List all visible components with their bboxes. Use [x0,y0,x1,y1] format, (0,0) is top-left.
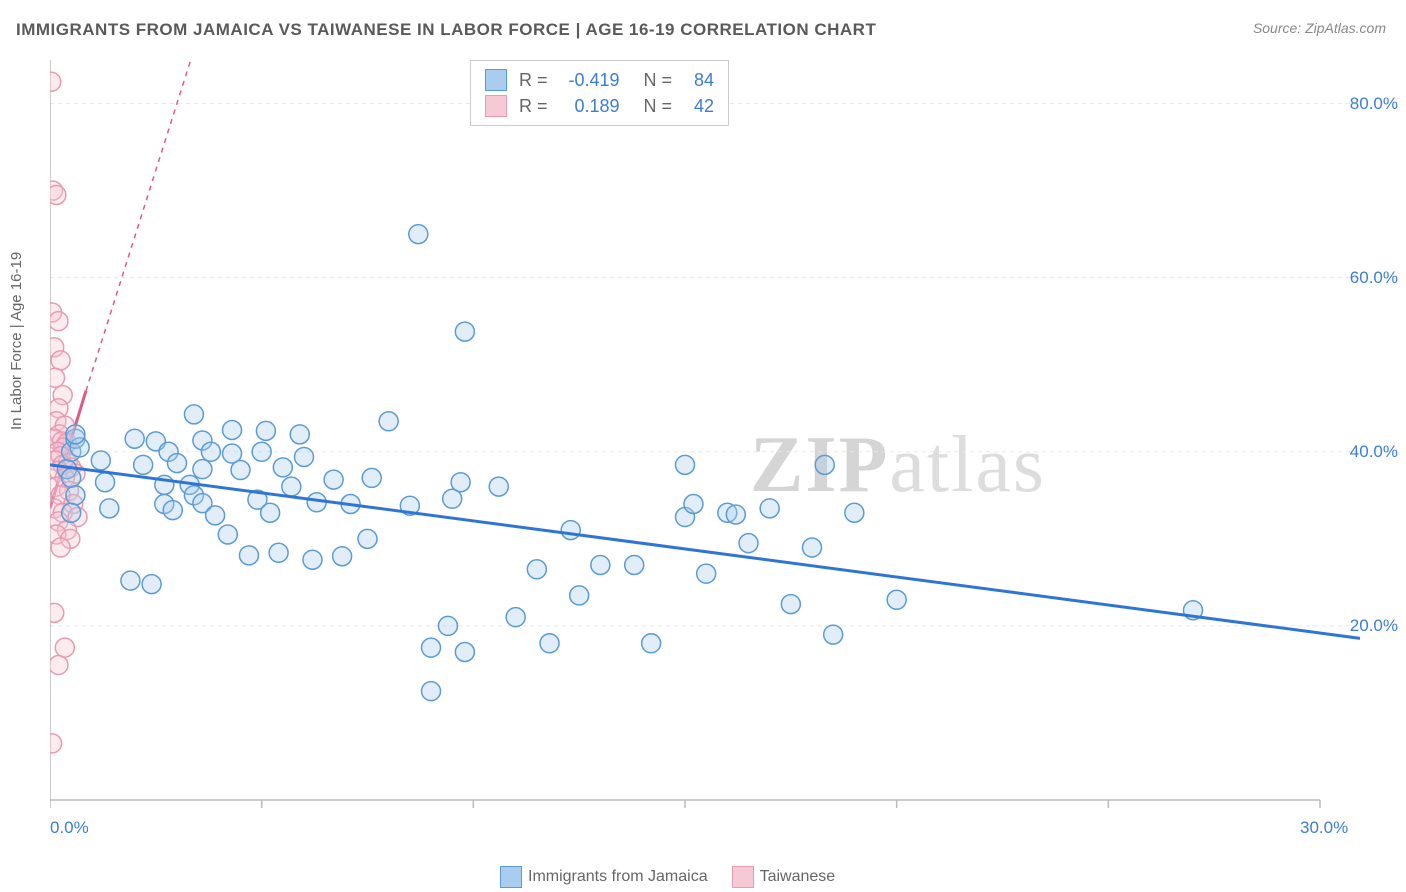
y-axis-label: In Labor Force | Age 16-19 [8,252,25,430]
series-2-name: Taiwanese [760,868,836,886]
r-label: R = [519,96,548,117]
legend-item-2: Taiwanese [732,866,836,888]
n-value-1: 84 [684,70,714,91]
source-attribution: Source: ZipAtlas.com [1253,20,1386,36]
legend-item-1: Immigrants from Jamaica [500,866,708,888]
n-label: N = [644,96,673,117]
r-value-2: 0.189 [560,96,620,117]
stats-row-series-2: R = 0.189 N = 42 [485,93,714,119]
r-label: R = [519,70,548,91]
chart-title: IMMIGRANTS FROM JAMAICA VS TAIWANESE IN … [16,20,876,40]
swatch-series-2 [485,95,507,117]
n-label: N = [644,70,673,91]
swatch-series-1 [485,69,507,91]
y-tick-label: 20.0% [1350,616,1398,636]
n-value-2: 42 [684,96,714,117]
chart-container: IMMIGRANTS FROM JAMAICA VS TAIWANESE IN … [0,0,1406,892]
source-name: ZipAtlas.com [1305,20,1386,36]
r-value-1: -0.419 [560,70,620,91]
stats-legend: R = -0.419 N = 84 R = 0.189 N = 42 [470,60,729,126]
swatch-series-2-bottom [732,866,754,888]
y-tick-label: 60.0% [1350,268,1398,288]
series-1-name: Immigrants from Jamaica [528,868,708,886]
x-tick-label: 30.0% [1300,818,1348,838]
x-tick-label: 0.0% [50,818,89,838]
stats-row-series-1: R = -0.419 N = 84 [485,67,714,93]
series-legend: Immigrants from Jamaica Taiwanese [500,866,835,888]
source-prefix: Source: [1253,20,1305,36]
swatch-series-1-bottom [500,866,522,888]
scatter-plot [50,60,1380,840]
y-tick-label: 40.0% [1350,442,1398,462]
y-tick-label: 80.0% [1350,94,1398,114]
